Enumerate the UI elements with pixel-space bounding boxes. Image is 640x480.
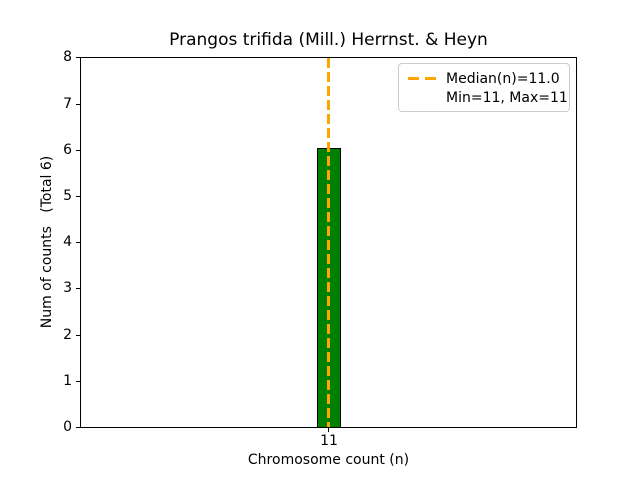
y-tick-mark (76, 381, 80, 382)
y-tick-label: 6 (63, 142, 72, 158)
y-tick-label: 5 (63, 188, 72, 204)
legend-label: Median(n)=11.0 (446, 70, 560, 87)
y-tick-mark (76, 57, 80, 58)
chart-title: Prangos trifida (Mill.) Herrnst. & Heyn (169, 30, 488, 50)
plot-area: Median(n)=11.0 Min=11, Max=11 (80, 57, 577, 428)
y-tick-mark (76, 150, 80, 151)
x-axis-label: Chromosome count (n) (247, 452, 410, 468)
x-tick-mark (328, 428, 329, 432)
y-tick-mark (76, 242, 80, 243)
y-tick-mark (76, 335, 80, 336)
y-tick-label: 8 (63, 49, 72, 65)
median-line (327, 58, 330, 427)
legend: Median(n)=11.0 Min=11, Max=11 (398, 63, 570, 112)
y-tick-label: 4 (63, 234, 72, 250)
legend-entry-median: Median(n)=11.0 (408, 69, 561, 88)
y-tick-mark (76, 288, 80, 289)
y-tick-label: 3 (63, 280, 72, 296)
x-tick-label: 11 (320, 433, 338, 449)
y-axis-label: Num of counts (Total 6) (39, 155, 55, 329)
legend-label: Min=11, Max=11 (446, 89, 568, 106)
y-tick-label: 7 (63, 96, 72, 112)
y-tick-label: 0 (63, 419, 72, 435)
y-tick-mark (76, 427, 80, 428)
legend-entry-minmax: Min=11, Max=11 (408, 88, 568, 107)
y-tick-mark (76, 196, 80, 197)
dashed-line-icon (408, 77, 436, 80)
y-tick-mark (76, 104, 80, 105)
y-tick-label: 1 (63, 373, 72, 389)
y-tick-label: 2 (63, 327, 72, 343)
